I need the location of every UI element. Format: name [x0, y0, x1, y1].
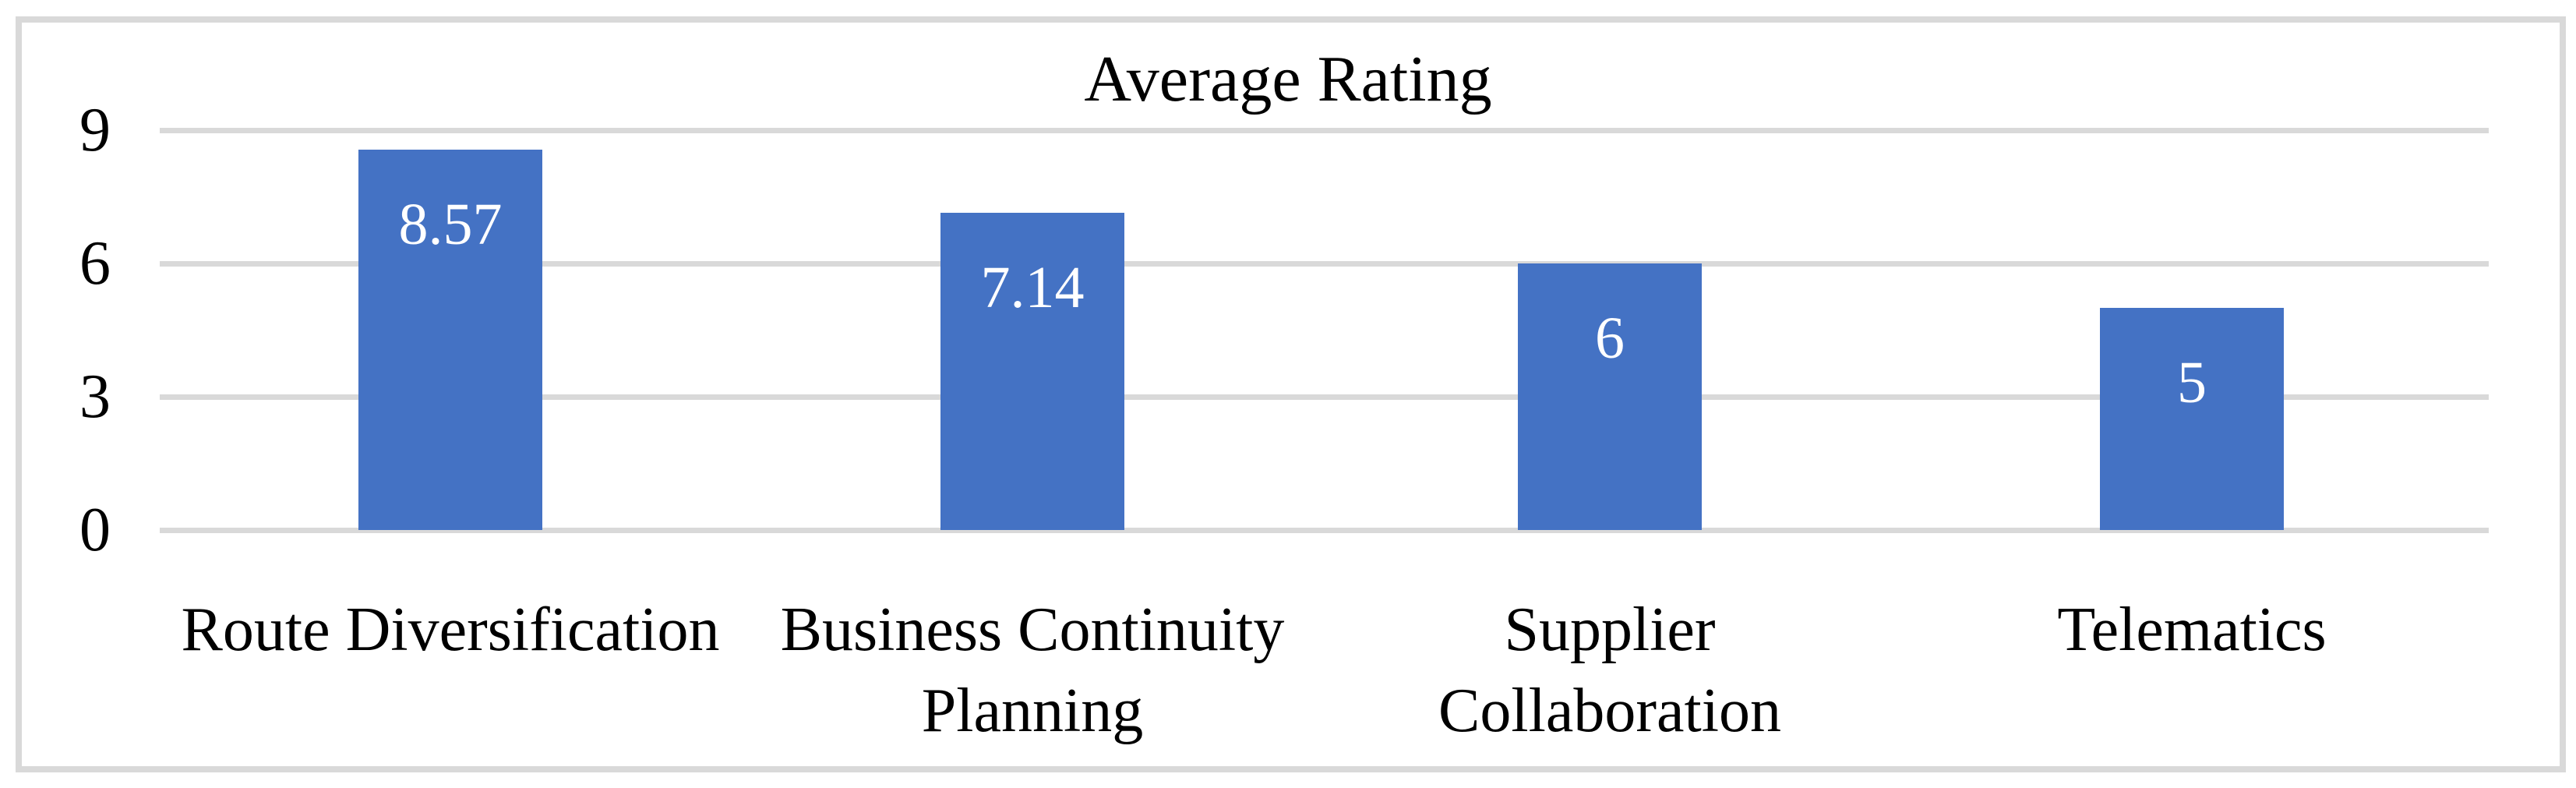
gridline-y-0: [160, 528, 2489, 533]
x-axis-category-label-route-diversification: Route Diversification: [181, 595, 720, 664]
gridline-y-9: [160, 128, 2489, 133]
y-axis-tick-label-9: 9: [79, 96, 111, 164]
bar-value-label-supplier-collaboration: 6: [1595, 306, 1625, 371]
bar-supplier-collaboration: 6: [1518, 263, 1702, 530]
x-axis-category-label-telematics: Telematics: [2057, 595, 2327, 664]
chart-border-frame: [16, 16, 2566, 772]
bar-value-label-business-continuity-planning: 7.14: [980, 255, 1085, 321]
bar-route-diversification: 8.57: [358, 149, 542, 530]
gridline-y-3: [160, 394, 2489, 400]
y-axis-tick-label-3: 3: [79, 362, 111, 431]
bar-telematics: 5: [2100, 308, 2284, 530]
y-axis-tick-label-0: 0: [79, 496, 111, 564]
gridline-y-6: [160, 261, 2489, 267]
chart-title: Average Rating: [1084, 43, 1492, 115]
bar-value-label-telematics: 5: [2177, 350, 2207, 415]
bar-value-label-route-diversification: 8.57: [398, 191, 503, 257]
y-axis-tick-label-6: 6: [79, 229, 111, 298]
bar-business-continuity-planning: 7.14: [940, 213, 1124, 530]
x-axis-category-label-supplier-collaboration: Supplier Collaboration: [1438, 595, 1781, 745]
x-axis-category-label-business-continuity-planning: Business Continuity Planning: [780, 595, 1285, 745]
